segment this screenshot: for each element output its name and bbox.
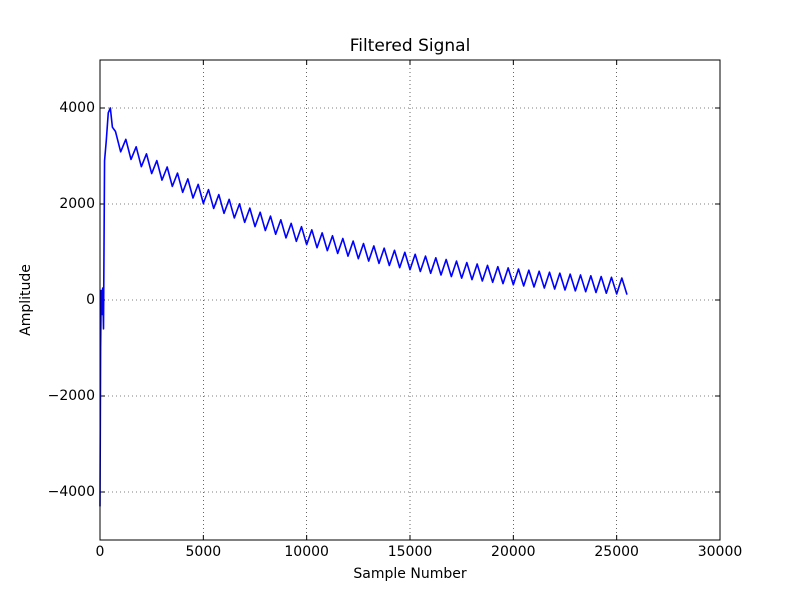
chart-title: Filtered Signal (350, 36, 471, 56)
x-tick-label: 5000 (186, 544, 222, 560)
x-tick-label: 25000 (594, 544, 639, 560)
x-tick-label: 20000 (491, 544, 536, 560)
x-tick-label: 15000 (388, 544, 433, 560)
y-tick-label: −4000 (48, 484, 95, 500)
y-tick-label: −2000 (48, 388, 95, 404)
x-tick-label: 0 (96, 544, 105, 560)
signal-line (99, 107, 628, 507)
y-tick-label: 2000 (59, 196, 95, 212)
plot-frame (99, 59, 721, 541)
x-tick-label: 10000 (284, 544, 329, 560)
y-tick-label: 4000 (59, 100, 95, 116)
y-tick-label: 0 (86, 292, 95, 308)
x-axis-label: Sample Number (353, 566, 466, 582)
x-tick-label: 30000 (698, 544, 743, 560)
y-axis-label: Amplitude (18, 264, 34, 336)
